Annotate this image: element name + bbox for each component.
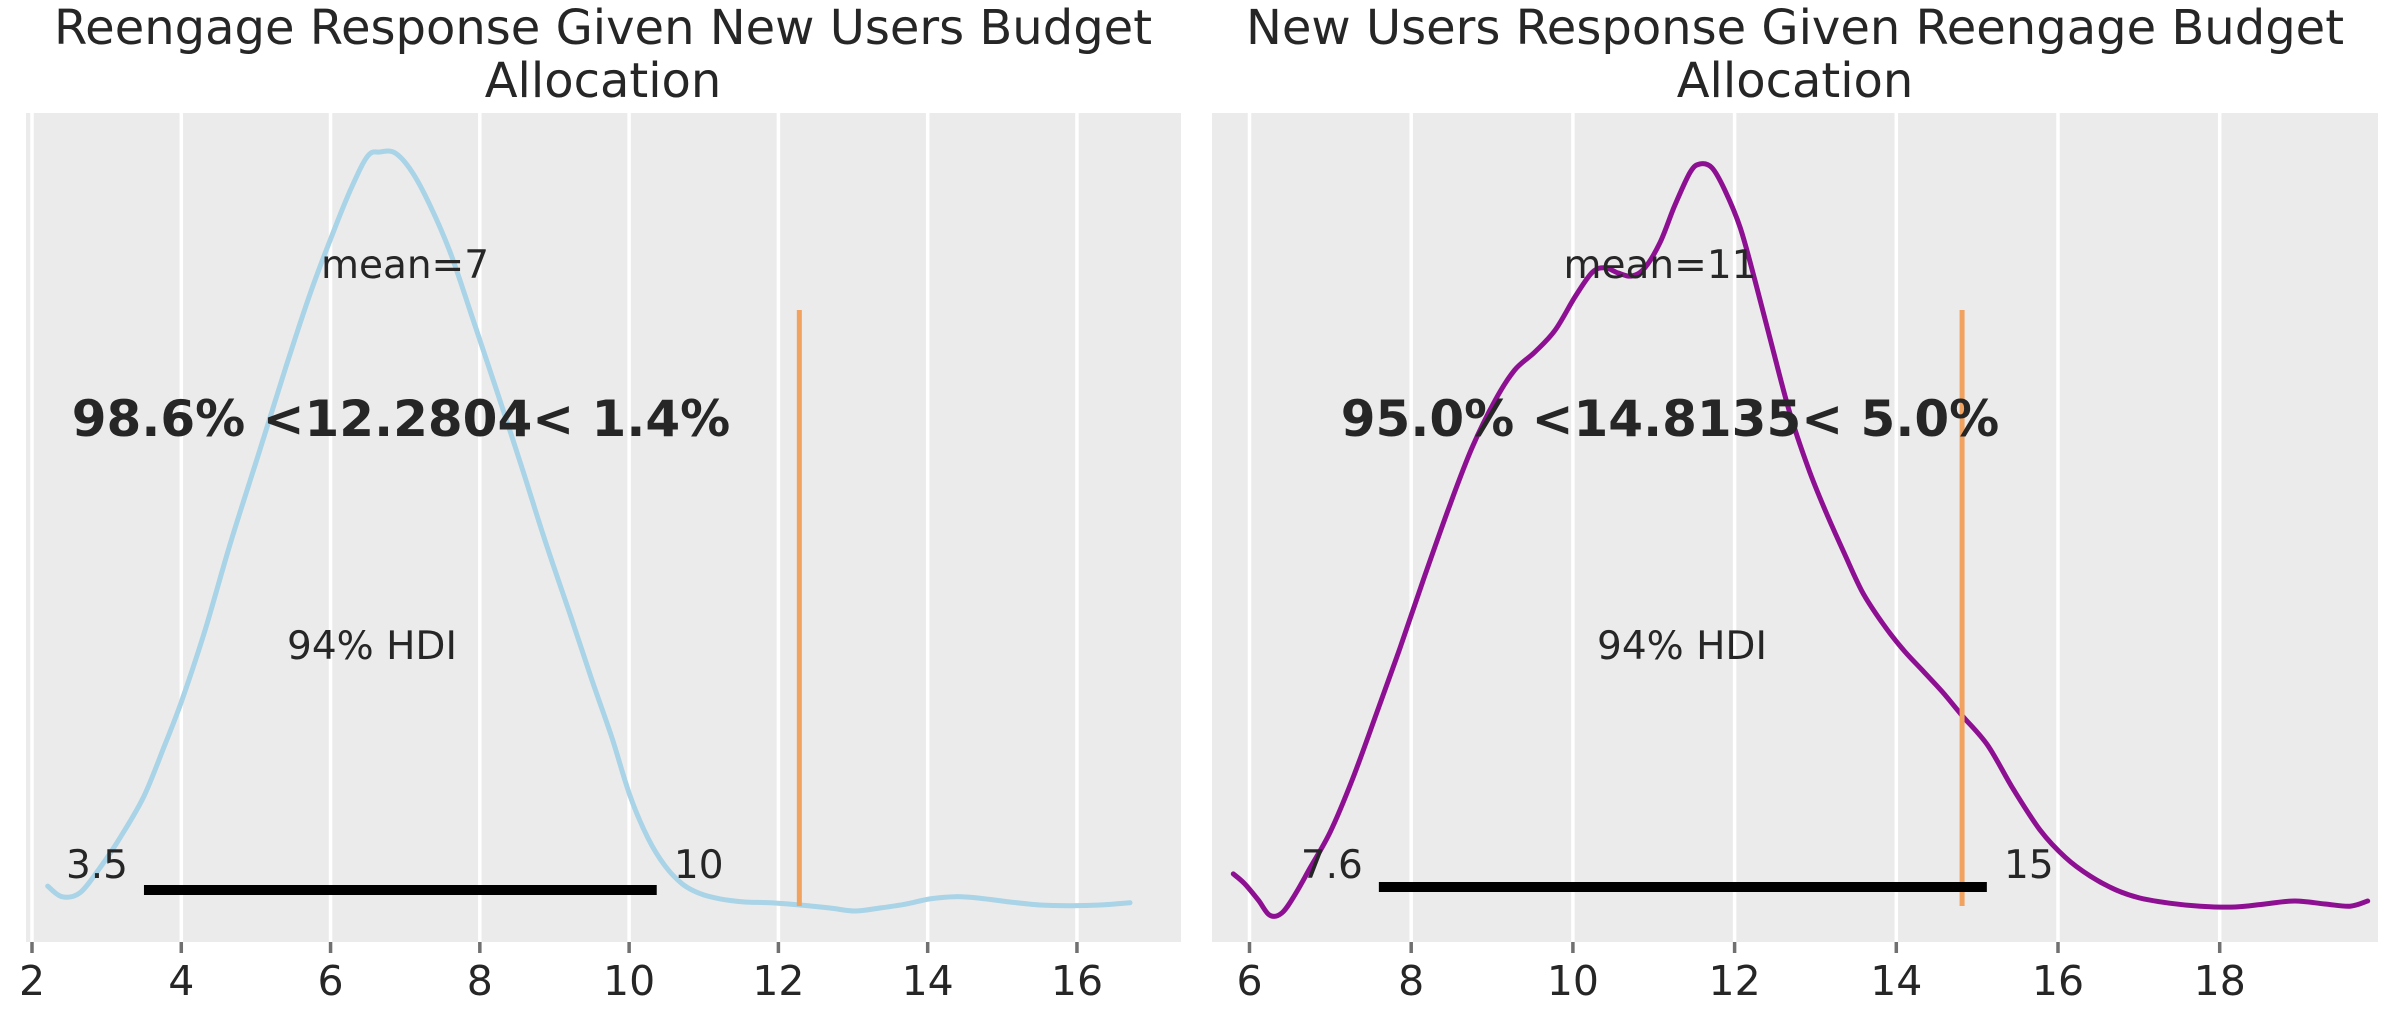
x-tick-label: 16	[1051, 957, 1103, 1005]
x-tick-label: 14	[1870, 957, 1922, 1005]
x-tick-label: 8	[1398, 957, 1424, 1005]
x-tick-label: 10	[1547, 957, 1599, 1005]
x-tick-label: 4	[168, 957, 194, 1005]
gridlines	[1247, 113, 2222, 942]
mean-label: mean=11	[1564, 243, 1757, 288]
mean-label: mean=7	[321, 243, 489, 288]
hdi-lower-label: 7.6	[1301, 843, 1363, 888]
ref-value-annotation: 98.6% <12.2804< 1.4%	[72, 390, 730, 448]
gridlines	[30, 113, 1079, 942]
x-axis: 2 4 6 8 10 12 14 16	[19, 942, 1103, 1005]
hdi-lower-label: 3.5	[66, 843, 128, 888]
x-tick-label: 6	[318, 957, 344, 1005]
x-tick-label: 10	[603, 957, 655, 1005]
panel-title-line2: Allocation	[1677, 53, 1914, 109]
panel-title-line2: Allocation	[485, 53, 722, 109]
hdi-upper-label: 10	[674, 843, 724, 888]
panel-title-line1: New Users Response Given Reengage Budget	[1246, 0, 2344, 56]
x-tick-label: 12	[752, 957, 804, 1005]
hdi-label: 94% HDI	[287, 624, 457, 669]
left-panel: 2 4 6 8 10 12 14 16 Reengage Response Given New…	[19, 0, 1181, 1005]
kde-curve	[45, 148, 1133, 914]
hdi-bar	[1378, 882, 1987, 892]
right-panel: 6 8 10 12 14 16 18 New Users Response Given Re…	[1212, 0, 2378, 1005]
hdi-label: 94% HDI	[1597, 624, 1767, 669]
x-tick-label: 2	[19, 957, 45, 1005]
plot-area	[1212, 113, 2378, 942]
x-tick-label: 6	[1236, 957, 1262, 1005]
kde-curve	[1230, 161, 2371, 919]
x-tick-label: 14	[902, 957, 954, 1005]
hdi-bar	[143, 885, 657, 895]
x-tick-label: 8	[467, 957, 493, 1005]
x-tick-label: 16	[2032, 957, 2084, 1005]
x-tick-label: 12	[1709, 957, 1761, 1005]
x-axis: 6 8 10 12 14 16 18	[1236, 942, 2246, 1005]
panel-title-line1: Reengage Response Given New Users Budget	[54, 0, 1152, 56]
ref-value-annotation: 95.0% <14.8135< 5.0%	[1341, 390, 1999, 448]
x-tick-label: 18	[2194, 957, 2246, 1005]
hdi-upper-label: 15	[2004, 843, 2054, 888]
plot-area	[26, 113, 1181, 942]
